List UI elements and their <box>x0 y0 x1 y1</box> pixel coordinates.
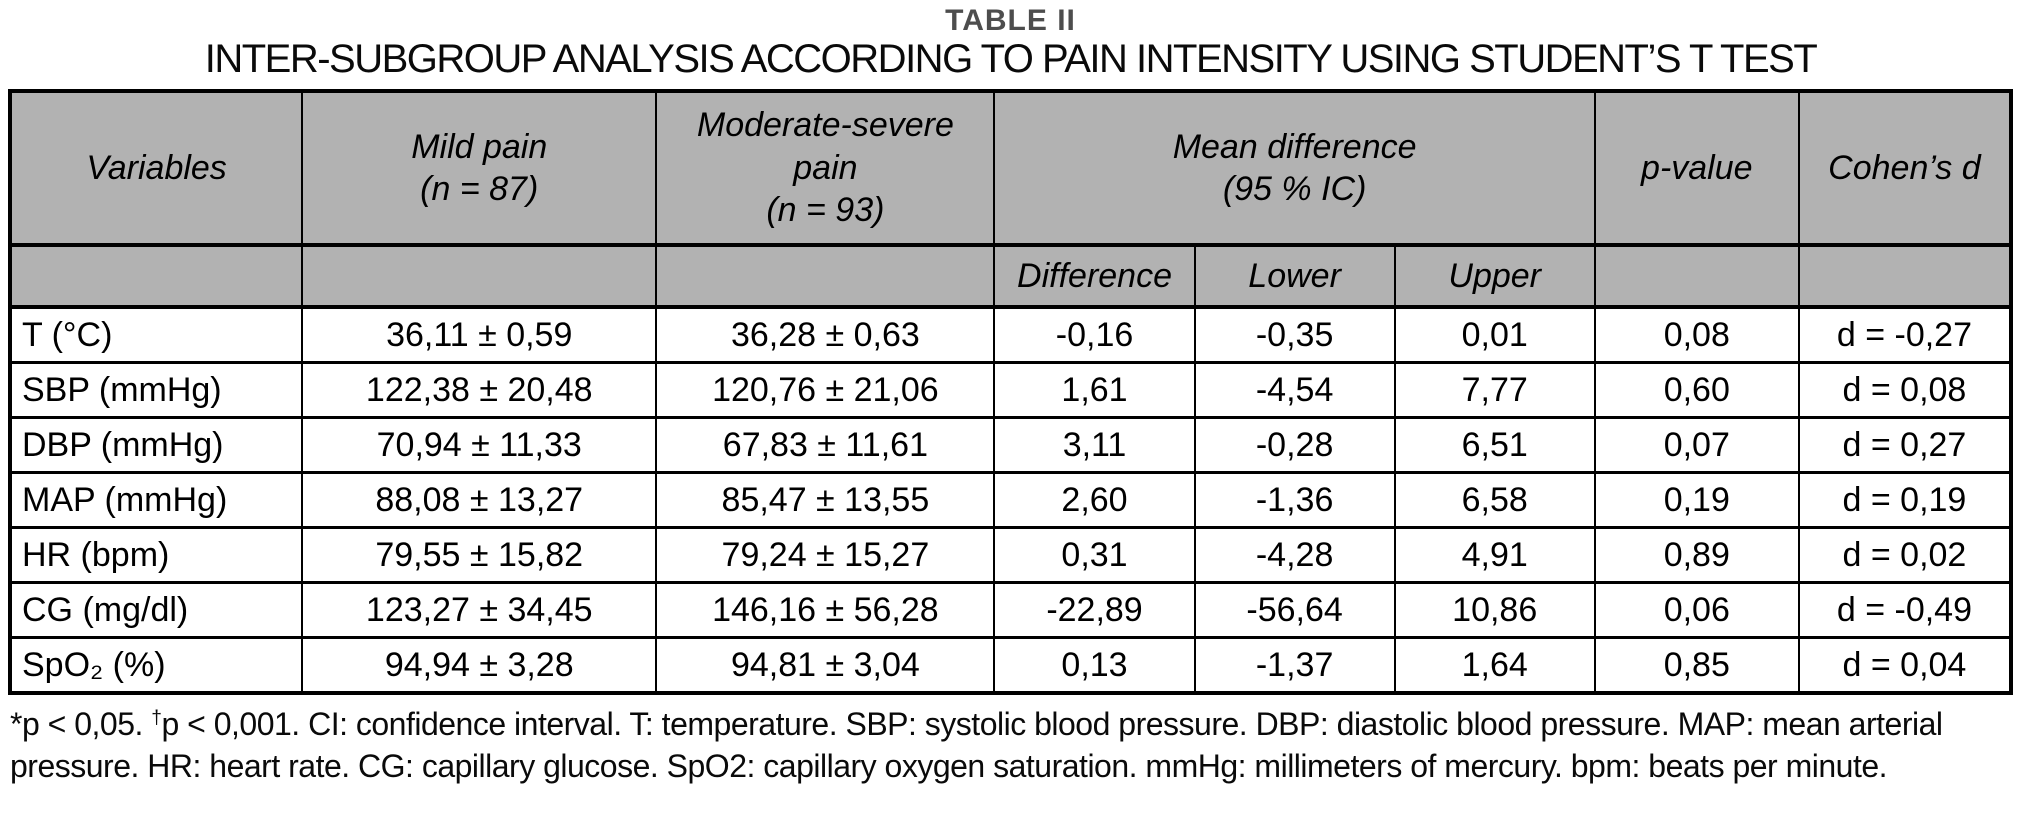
p-value-cell: 0,60 <box>1593 361 1800 419</box>
lower-cell: -1,37 <box>1193 636 1396 695</box>
p-value-cell: 0,07 <box>1593 416 1800 474</box>
upper-cell: 4,91 <box>1393 526 1596 584</box>
header-empty-variables <box>8 243 304 309</box>
mild-value-cell: 94,94 ± 3,28 <box>301 636 658 695</box>
cohens-d-cell: d = -0,49 <box>1797 581 2013 639</box>
mild-value-cell: 70,94 ± 11,33 <box>301 416 658 474</box>
header-lower: Lower <box>1193 243 1396 309</box>
cohens-d-cell: d = 0,27 <box>1797 416 2013 474</box>
upper-cell: 7,77 <box>1393 361 1596 419</box>
difference-cell: 1,61 <box>993 361 1196 419</box>
table-row: SBP (mmHg) 122,38 ± 20,48 120,76 ± 21,06 1,… <box>8 361 2013 419</box>
table-row: MAP (mmHg) 88,08 ± 13,27 85,47 ± 13,55 2,60… <box>8 471 2013 529</box>
moderate-value-cell: 146,16 ± 56,28 <box>655 581 996 639</box>
footnote-dagger-marker: † <box>151 707 162 729</box>
upper-cell: 6,51 <box>1393 416 1596 474</box>
cohens-d-cell: d = 0,04 <box>1797 636 2013 695</box>
upper-cell: 6,58 <box>1393 471 1596 529</box>
table-body: T (°C) 36,11 ± 0,59 36,28 ± 0,63 -0,16 -0,35… <box>8 305 2013 695</box>
difference-cell: 2,60 <box>993 471 1196 529</box>
difference-cell: -22,89 <box>993 581 1196 639</box>
mild-value-cell: 122,38 ± 20,48 <box>301 361 658 419</box>
table-row: CG (mg/dl) 123,27 ± 34,45 146,16 ± 56,28 -2… <box>8 581 2013 639</box>
variable-cell: T (°C) <box>8 305 304 364</box>
header-empty-cohens-d <box>1797 243 2013 309</box>
lower-cell: -0,28 <box>1193 416 1396 474</box>
cohens-d-cell: d = 0,19 <box>1797 471 2013 529</box>
header-p-value: p-value <box>1593 89 1800 247</box>
cohens-d-cell: d = 0,08 <box>1797 361 2013 419</box>
table-row: HR (bpm) 79,55 ± 15,82 79,24 ± 15,27 0,31 -4… <box>8 526 2013 584</box>
variable-cell: SpO₂ (%) <box>8 636 304 695</box>
difference-cell: 0,31 <box>993 526 1196 584</box>
footnote-segment-2: p < 0,001. CI: confidence interval. T: t… <box>10 706 1943 785</box>
moderate-value-cell: 85,47 ± 13,55 <box>655 471 996 529</box>
mild-value-cell: 36,11 ± 0,59 <box>301 305 658 364</box>
variable-cell: CG (mg/dl) <box>8 581 304 639</box>
moderate-value-cell: 79,24 ± 15,27 <box>655 526 996 584</box>
p-value-cell: 0,06 <box>1593 581 1800 639</box>
header-cohens-d: Cohen’s d <box>1797 89 2013 247</box>
variable-cell: MAP (mmHg) <box>8 471 304 529</box>
difference-cell: 3,11 <box>993 416 1196 474</box>
lower-cell: -56,64 <box>1193 581 1396 639</box>
variable-cell: SBP (mmHg) <box>8 361 304 419</box>
header-mean-difference: Mean difference (95 % IC) <box>993 89 1596 247</box>
table-row: T (°C) 36,11 ± 0,59 36,28 ± 0,63 -0,16 -0,35… <box>8 305 2013 364</box>
header-empty-mild <box>301 243 658 309</box>
table-row: SpO₂ (%) 94,94 ± 3,28 94,81 ± 3,04 0,13 -1,3… <box>8 636 2013 695</box>
table-row: DBP (mmHg) 70,94 ± 11,33 67,83 ± 11,61 3,11… <box>8 416 2013 474</box>
difference-cell: 0,13 <box>993 636 1196 695</box>
p-value-cell: 0,89 <box>1593 526 1800 584</box>
table-subtitle: INTER-SUBGROUP ANALYSIS ACCORDING TO PAI… <box>204 37 1818 81</box>
header-empty-moderate <box>655 243 996 309</box>
footnote-segment-1: p < 0,05. <box>21 706 152 742</box>
p-value-cell: 0,19 <box>1593 471 1800 529</box>
header-moderate-pain: Moderate-severe pain (n = 93) <box>655 89 996 247</box>
upper-cell: 10,86 <box>1393 581 1596 639</box>
header-upper: Upper <box>1393 243 1596 309</box>
upper-cell: 0,01 <box>1393 305 1596 364</box>
cohens-d-cell: d = -0,27 <box>1797 305 2013 364</box>
footnote-star-marker: * <box>10 706 22 742</box>
difference-cell: -0,16 <box>993 305 1196 364</box>
moderate-value-cell: 94,81 ± 3,04 <box>655 636 996 695</box>
results-table: Variables Mild pain (n = 87) Moderate-se… <box>8 89 2013 695</box>
p-value-cell: 0,08 <box>1593 305 1800 364</box>
table-footnote: *p < 0,05. †p < 0,001. CI: confidence in… <box>10 703 2011 787</box>
p-value-cell: 0,85 <box>1593 636 1800 695</box>
moderate-value-cell: 120,76 ± 21,06 <box>655 361 996 419</box>
lower-cell: -1,36 <box>1193 471 1396 529</box>
header-row-main: Variables Mild pain (n = 87) Moderate-se… <box>8 89 2013 247</box>
cohens-d-cell: d = 0,02 <box>1797 526 2013 584</box>
mild-value-cell: 79,55 ± 15,82 <box>301 526 658 584</box>
mild-value-cell: 123,27 ± 34,45 <box>301 581 658 639</box>
lower-cell: -4,28 <box>1193 526 1396 584</box>
lower-cell: -4,54 <box>1193 361 1396 419</box>
lower-cell: -0,35 <box>1193 305 1396 364</box>
moderate-value-cell: 36,28 ± 0,63 <box>655 305 996 364</box>
variable-cell: DBP (mmHg) <box>8 416 304 474</box>
header-mild-pain: Mild pain (n = 87) <box>301 89 658 247</box>
mild-value-cell: 88,08 ± 13,27 <box>301 471 658 529</box>
upper-cell: 1,64 <box>1393 636 1596 695</box>
variable-cell: HR (bpm) <box>8 526 304 584</box>
header-difference: Difference <box>993 243 1196 309</box>
moderate-value-cell: 67,83 ± 11,61 <box>655 416 996 474</box>
table-title: TABLE II <box>945 4 1076 37</box>
header-row-sub: Difference Lower Upper <box>8 243 2013 309</box>
table-header: Variables Mild pain (n = 87) Moderate-se… <box>8 89 2013 309</box>
header-empty-p-value <box>1593 243 1800 309</box>
header-variables: Variables <box>8 89 304 247</box>
